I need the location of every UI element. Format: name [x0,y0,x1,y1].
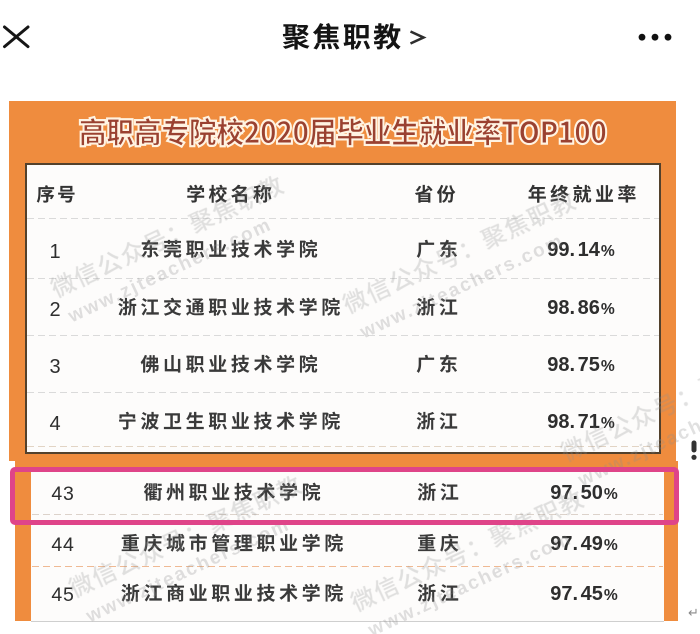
svg-text:99.14%: 99. 14% [547,239,615,261]
svg-text:2: 2 [49,299,60,321]
svg-text:www.zjteachers.com: www.zjteachers.com [356,230,567,343]
svg-text:3: 3 [49,356,60,378]
svg-text:98.71%: 98. 71% [547,411,615,433]
svg-text:98.86%: 98. 86% [547,297,615,319]
svg-text:45: 45 [51,584,74,606]
svg-text:www.zjteachers.com: www.zjteachers.com [82,514,293,627]
svg-text:44: 44 [51,534,74,556]
svg-text:1: 1 [49,241,60,263]
svg-text:97.45%: 97. 45% [550,583,618,605]
svg-text:97.49%: 97. 49% [550,533,618,555]
svg-text:↵: ↵ [688,605,699,620]
svg-text:98.75%: 98. 75% [547,354,615,376]
svg-text:43: 43 [51,483,74,505]
svg-text:4: 4 [49,413,60,435]
